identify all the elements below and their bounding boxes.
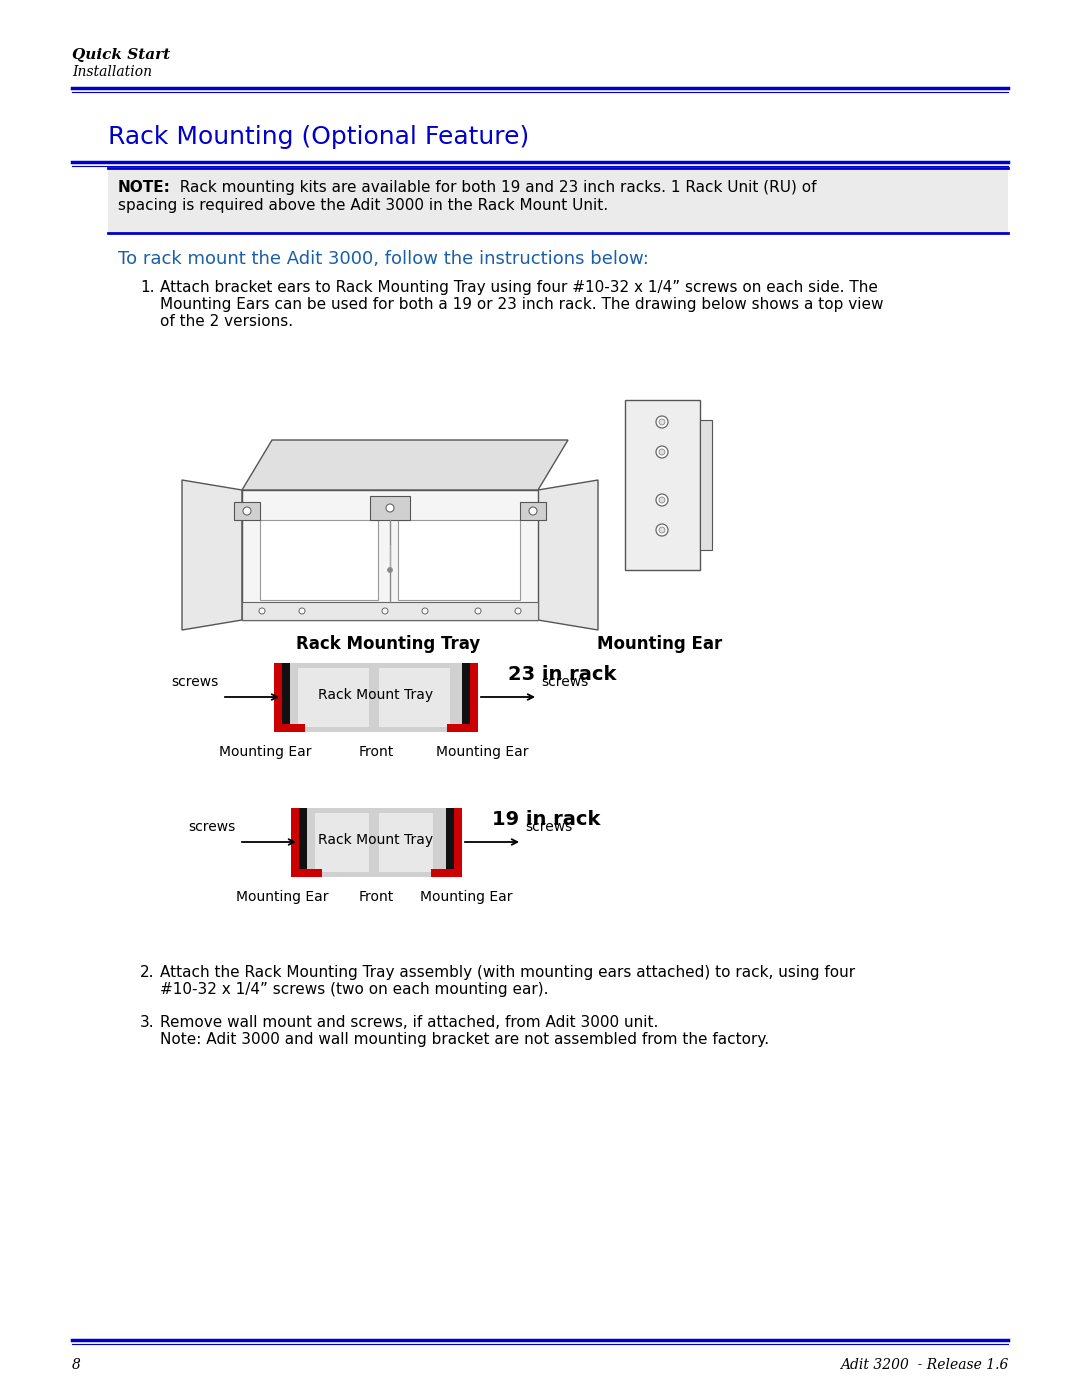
- Text: Mounting Ear: Mounting Ear: [235, 890, 328, 904]
- Circle shape: [422, 608, 428, 615]
- Text: Adit 3200  - Release 1.6: Adit 3200 - Release 1.6: [839, 1358, 1008, 1372]
- Text: Mounting Ear: Mounting Ear: [219, 745, 311, 759]
- Bar: [291, 807, 299, 870]
- Bar: [307, 807, 446, 877]
- Circle shape: [475, 608, 481, 615]
- Polygon shape: [538, 481, 598, 630]
- Text: Front: Front: [359, 890, 393, 904]
- Bar: [282, 664, 291, 726]
- Text: 2.: 2.: [140, 965, 154, 981]
- Circle shape: [659, 419, 665, 425]
- Bar: [519, 502, 546, 520]
- Circle shape: [388, 567, 392, 573]
- Circle shape: [659, 497, 665, 503]
- Bar: [298, 668, 369, 726]
- Text: screws: screws: [525, 820, 572, 834]
- Circle shape: [656, 446, 669, 458]
- Text: Rack Mounting Tray: Rack Mounting Tray: [296, 636, 481, 652]
- Bar: [260, 520, 378, 599]
- Text: Installation: Installation: [72, 66, 152, 80]
- Text: Mounting Ear: Mounting Ear: [597, 636, 723, 652]
- Bar: [399, 520, 519, 599]
- Text: Attach the Rack Mounting Tray assembly (with mounting ears attached) to rack, us: Attach the Rack Mounting Tray assembly (…: [160, 965, 855, 981]
- Text: screws: screws: [172, 675, 219, 689]
- Bar: [470, 664, 478, 726]
- Text: Note: Adit 3000 and wall mounting bracket are not assembled from the factory.: Note: Adit 3000 and wall mounting bracke…: [160, 1032, 769, 1046]
- Bar: [700, 420, 712, 550]
- Text: 8: 8: [72, 1358, 81, 1372]
- Circle shape: [299, 608, 305, 615]
- Bar: [379, 668, 450, 726]
- Bar: [370, 496, 410, 520]
- Bar: [379, 813, 433, 872]
- Bar: [291, 869, 322, 877]
- Text: Mounting Ear: Mounting Ear: [435, 745, 528, 759]
- Polygon shape: [183, 481, 242, 630]
- Text: Remove wall mount and screws, if attached, from Adit 3000 unit.: Remove wall mount and screws, if attache…: [160, 1016, 659, 1030]
- Text: Rack Mounting (Optional Feature): Rack Mounting (Optional Feature): [108, 124, 529, 149]
- Bar: [315, 813, 369, 872]
- Text: Rack mounting kits are available for both 19 and 23 inch racks. 1 Rack Unit (RU): Rack mounting kits are available for bot…: [170, 180, 816, 196]
- Text: To rack mount the Adit 3000, follow the instructions below:: To rack mount the Adit 3000, follow the …: [118, 250, 649, 268]
- Text: 19 in rack: 19 in rack: [492, 810, 600, 828]
- Circle shape: [656, 524, 669, 536]
- Circle shape: [259, 608, 265, 615]
- Bar: [234, 502, 260, 520]
- Text: NOTE:: NOTE:: [118, 180, 171, 196]
- Bar: [242, 602, 538, 620]
- Circle shape: [656, 495, 669, 506]
- Text: 23 in rack: 23 in rack: [508, 665, 617, 685]
- Text: Front: Front: [359, 745, 393, 759]
- Text: spacing is required above the Adit 3000 in the Rack Mount Unit.: spacing is required above the Adit 3000 …: [118, 198, 608, 212]
- Bar: [447, 724, 478, 732]
- Bar: [274, 664, 282, 726]
- Bar: [462, 664, 470, 726]
- Bar: [299, 807, 307, 870]
- Text: Attach bracket ears to Rack Mounting Tray using four #10-32 x 1/4” screws on eac: Attach bracket ears to Rack Mounting Tra…: [160, 279, 878, 295]
- Circle shape: [656, 416, 669, 427]
- Text: screws: screws: [541, 675, 589, 689]
- Text: Quick Start: Quick Start: [72, 47, 171, 61]
- Text: Rack Mount Tray: Rack Mount Tray: [319, 687, 433, 703]
- Circle shape: [386, 504, 394, 511]
- Circle shape: [382, 608, 388, 615]
- Text: 3.: 3.: [140, 1016, 154, 1030]
- Polygon shape: [242, 440, 568, 490]
- Bar: [446, 807, 454, 870]
- Text: screws: screws: [189, 820, 237, 834]
- Circle shape: [529, 507, 537, 515]
- Circle shape: [515, 608, 521, 615]
- Text: Rack Mount Tray: Rack Mount Tray: [319, 833, 433, 847]
- Circle shape: [659, 527, 665, 534]
- Bar: [242, 490, 538, 620]
- Bar: [431, 869, 462, 877]
- Bar: [291, 664, 462, 732]
- Text: Mounting Ear: Mounting Ear: [420, 890, 512, 904]
- Text: 1.: 1.: [140, 279, 154, 295]
- Bar: [108, 168, 1008, 233]
- Bar: [454, 807, 462, 870]
- Text: #10-32 x 1/4” screws (two on each mounting ear).: #10-32 x 1/4” screws (two on each mounti…: [160, 982, 549, 997]
- Bar: [625, 400, 700, 570]
- Text: Mounting Ears can be used for both a 19 or 23 inch rack. The drawing below shows: Mounting Ears can be used for both a 19 …: [160, 298, 883, 312]
- Bar: [274, 724, 305, 732]
- Circle shape: [659, 448, 665, 455]
- Text: of the 2 versions.: of the 2 versions.: [160, 314, 293, 330]
- Circle shape: [243, 507, 251, 515]
